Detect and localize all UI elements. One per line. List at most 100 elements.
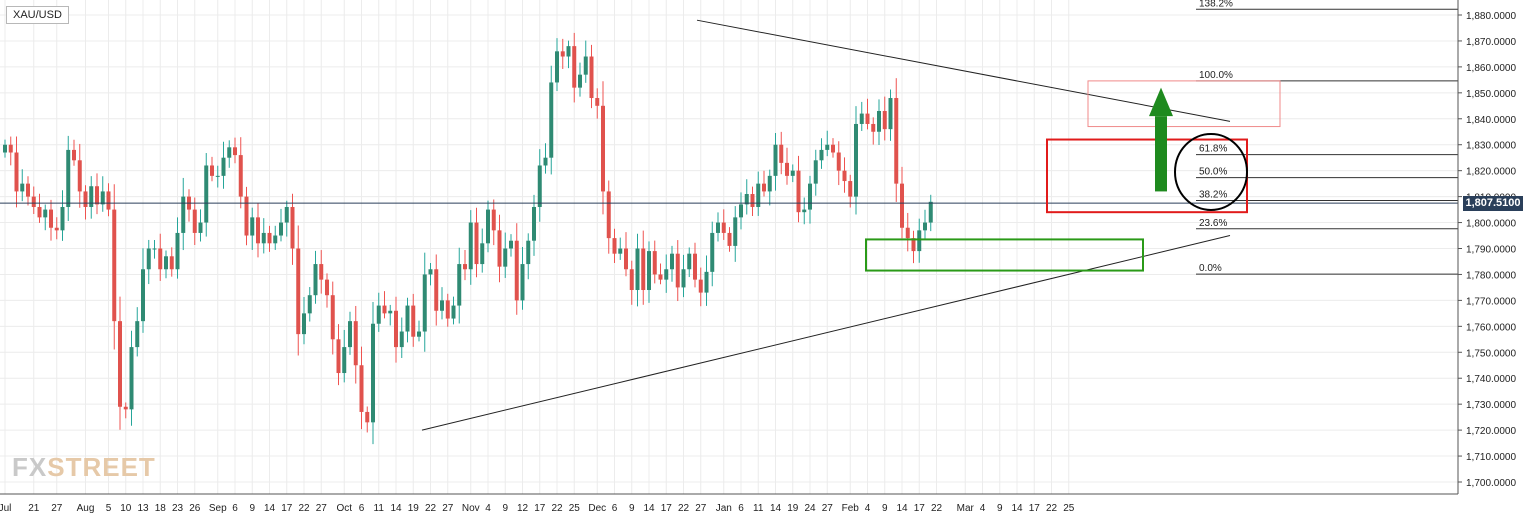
- candle-down: [911, 238, 916, 252]
- candle-up: [371, 323, 375, 423]
- x-tick-label: Oct: [336, 503, 352, 514]
- candle-up: [20, 183, 25, 192]
- candle-up: [152, 248, 157, 250]
- candle-up: [790, 170, 795, 176]
- candle-down: [394, 310, 398, 348]
- candle-up: [549, 82, 554, 158]
- y-tick-label: 1,850.0000: [1466, 89, 1516, 100]
- candle-down: [158, 248, 163, 270]
- fib-label: 61.8%: [1199, 144, 1227, 155]
- candle-up: [66, 149, 71, 207]
- candle-down: [296, 248, 301, 335]
- x-tick-label: 23: [172, 503, 184, 514]
- candle-up: [175, 232, 180, 270]
- candle-up: [767, 175, 772, 192]
- candle-up: [417, 331, 421, 337]
- candle-down: [624, 248, 628, 270]
- fib-label: 23.6%: [1199, 218, 1227, 229]
- candle-down: [721, 222, 726, 233]
- candle-down: [210, 165, 214, 176]
- x-tick-label: 17: [1029, 503, 1041, 514]
- candle-down: [572, 46, 577, 88]
- x-tick-label: Dec: [588, 503, 606, 514]
- x-tick-label: 6: [612, 503, 618, 514]
- x-tick-label: 5: [106, 503, 112, 514]
- y-tick-label: 1,740.0000: [1466, 374, 1516, 385]
- x-tick-label: 9: [882, 503, 888, 514]
- y-tick-label: 1,820.0000: [1466, 167, 1516, 178]
- candle-down: [118, 321, 122, 407]
- candle-down: [112, 209, 117, 322]
- candle-down: [652, 251, 657, 275]
- x-tick-label: 19: [787, 503, 799, 514]
- y-tick-label: 1,880.0000: [1466, 11, 1516, 22]
- candle-down: [514, 240, 519, 301]
- candle-up: [733, 217, 738, 246]
- candle-down: [336, 339, 341, 374]
- x-tick-label: 17: [914, 503, 926, 514]
- candle-down: [37, 206, 42, 218]
- x-tick-label: 6: [232, 503, 238, 514]
- x-tick-label: 17: [534, 503, 546, 514]
- x-tick-label: 22: [1046, 503, 1058, 514]
- x-tick-label: Mar: [957, 503, 975, 514]
- candle-down: [256, 217, 260, 244]
- candles: [3, 32, 933, 445]
- y-tick-label: 1,700.0000: [1466, 478, 1516, 489]
- candle-up: [486, 209, 490, 244]
- x-tick-label: 25: [1063, 503, 1075, 514]
- x-tick-label: 9: [629, 503, 635, 514]
- candle-down: [8, 144, 13, 153]
- candle-down: [848, 181, 853, 197]
- y-tick-label: 1,780.0000: [1466, 270, 1516, 281]
- candle-down: [871, 123, 876, 132]
- candle-up: [405, 305, 410, 332]
- candle-up: [146, 248, 151, 270]
- candle-up: [681, 269, 686, 288]
- y-tick-label: 1,770.0000: [1466, 296, 1516, 307]
- candle-up: [509, 240, 513, 249]
- candle-down: [693, 253, 697, 280]
- candle-down: [779, 144, 784, 163]
- candle-down: [290, 206, 295, 249]
- symbol-label: XAU/USD: [6, 6, 69, 24]
- candle-up: [307, 295, 312, 314]
- candle-up: [503, 248, 508, 267]
- x-tick-label: 24: [804, 503, 816, 514]
- x-tick-label: 11: [374, 503, 385, 514]
- x-tick-label: Nov: [462, 503, 480, 514]
- candle-down: [325, 279, 329, 296]
- candle-down: [106, 191, 111, 210]
- candle-down: [26, 183, 30, 197]
- candle-down: [831, 144, 835, 153]
- candle-up: [808, 183, 812, 210]
- fib-label: 38.2%: [1199, 190, 1227, 201]
- candle-up: [739, 204, 743, 218]
- candle-up: [819, 149, 824, 161]
- x-tick-label: 27: [822, 503, 834, 514]
- candle-down: [77, 160, 82, 192]
- candle-up: [89, 186, 94, 207]
- candle-down: [31, 196, 36, 207]
- x-tick-label: Feb: [842, 503, 860, 514]
- candle-down: [727, 232, 732, 246]
- candle-down: [382, 305, 387, 314]
- candle-up: [859, 113, 864, 124]
- candle-up: [457, 264, 462, 306]
- candle-up: [227, 147, 232, 158]
- candle-up: [181, 196, 186, 233]
- x-axis: Jul 21 27 Aug 5 10 13 18 23 26 Sep 6 9 14 17 22 27 Oct 6 11…: [0, 493, 1458, 514]
- candle-down: [865, 113, 870, 124]
- candle-up: [923, 222, 927, 231]
- candle-up: [261, 232, 266, 244]
- x-tick-label: 22: [425, 503, 437, 514]
- candle-up: [710, 232, 715, 272]
- logo-street: STREET: [47, 452, 156, 482]
- candle-down: [434, 269, 439, 311]
- candle-up: [313, 264, 318, 296]
- candle-up: [451, 305, 456, 319]
- candle-up: [813, 160, 818, 184]
- candle-up: [532, 206, 536, 241]
- candle-down: [641, 248, 646, 291]
